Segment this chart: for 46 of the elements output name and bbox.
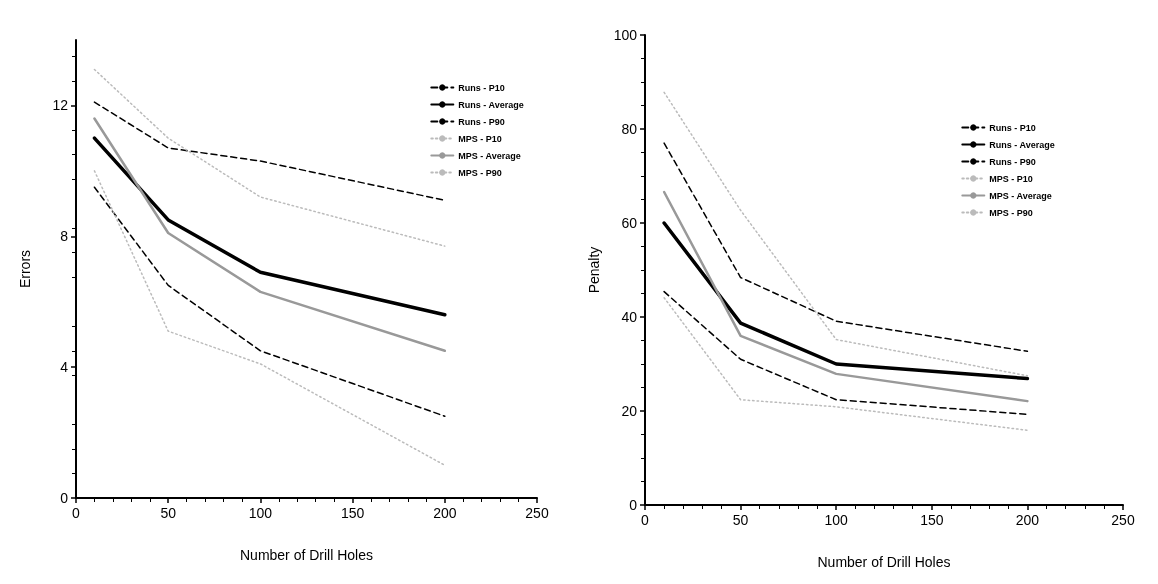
legend-label: MPS - P10 <box>458 133 502 144</box>
y-axis-title: Penalty <box>586 246 602 294</box>
legend-label: MPS - P90 <box>458 167 502 178</box>
legend-label: Runs - Average <box>458 99 524 110</box>
x-tick-label: 250 <box>1111 512 1135 528</box>
x-tick-label: 200 <box>433 505 457 521</box>
x-tick-label: 100 <box>824 512 849 528</box>
legend-label: Runs - P90 <box>458 116 505 127</box>
line-series <box>663 296 1029 432</box>
y-tick-label: 12 <box>52 97 69 114</box>
line-series <box>93 170 446 467</box>
y-tick-label: 0 <box>60 490 69 506</box>
legend-label: MPS - Average <box>458 150 521 161</box>
y-tick-label: 8 <box>60 228 69 245</box>
line-series <box>93 101 446 202</box>
x-tick-label: 250 <box>525 505 549 521</box>
legend-label: MPS - P90 <box>989 207 1033 218</box>
x-tick-label: 0 <box>72 505 81 521</box>
x-axis-title: Number of Drill Holes <box>817 554 951 570</box>
legend-label: Runs - P90 <box>989 156 1036 167</box>
x-tick-label: 0 <box>641 512 650 528</box>
x-tick-label: 200 <box>1015 512 1040 528</box>
line-series <box>662 221 1030 381</box>
line-series <box>93 117 447 353</box>
x-tick-label: 50 <box>160 505 177 521</box>
y-tick-label: 40 <box>621 309 638 325</box>
y-tick-label: 60 <box>621 215 638 231</box>
y-axis-title: Errors <box>17 249 33 289</box>
line-series <box>93 68 446 247</box>
x-axis-title: Number of Drill Holes <box>239 547 374 563</box>
y-tick-label: 80 <box>621 121 638 137</box>
legend-label: Runs - P10 <box>989 122 1036 133</box>
legend-label: Runs - P10 <box>458 82 505 93</box>
y-tick-label: 20 <box>621 403 638 419</box>
legend-label: Runs - Average <box>989 139 1055 150</box>
y-tick-label: 100 <box>613 27 638 43</box>
line-series <box>93 186 446 417</box>
line-series <box>92 136 447 317</box>
legend-label: MPS - Average <box>989 190 1052 201</box>
legend-label: MPS - P10 <box>989 173 1033 184</box>
x-tick-label: 150 <box>340 505 365 521</box>
line-series <box>663 290 1029 416</box>
x-tick-label: 50 <box>732 512 749 528</box>
y-tick-label: 4 <box>60 359 69 376</box>
x-tick-label: 100 <box>248 505 273 521</box>
x-tick-label: 150 <box>920 512 944 528</box>
